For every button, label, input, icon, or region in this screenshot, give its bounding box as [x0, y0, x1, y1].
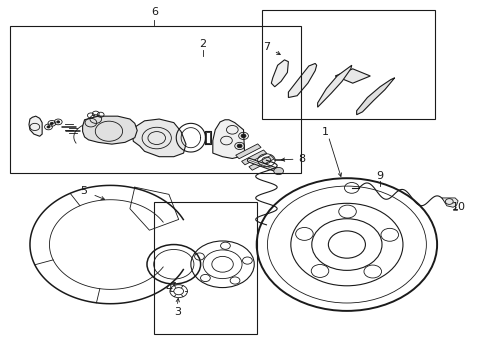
Polygon shape: [29, 116, 42, 136]
Polygon shape: [212, 120, 244, 158]
Polygon shape: [317, 65, 351, 107]
Text: 3: 3: [173, 307, 181, 317]
Bar: [261, 10, 434, 119]
Polygon shape: [241, 150, 266, 165]
Polygon shape: [235, 144, 261, 159]
Text: 2: 2: [199, 40, 206, 49]
Bar: [154, 202, 256, 334]
Polygon shape: [288, 63, 316, 98]
Bar: [10, 26, 300, 173]
Polygon shape: [248, 156, 274, 170]
Text: 10: 10: [451, 202, 465, 212]
Circle shape: [47, 126, 50, 128]
Circle shape: [241, 134, 245, 138]
Circle shape: [237, 144, 242, 148]
Text: 6: 6: [150, 7, 158, 17]
Circle shape: [50, 122, 53, 125]
Polygon shape: [334, 69, 369, 83]
Circle shape: [57, 121, 60, 123]
Text: 4: 4: [165, 283, 172, 293]
Polygon shape: [82, 116, 137, 144]
Text: 8: 8: [298, 154, 305, 164]
Polygon shape: [356, 78, 394, 115]
Polygon shape: [441, 198, 457, 207]
Text: 5: 5: [80, 186, 87, 197]
Polygon shape: [132, 119, 185, 157]
Polygon shape: [271, 60, 288, 87]
Text: 1: 1: [321, 127, 328, 136]
Text: 9: 9: [376, 171, 383, 181]
Circle shape: [273, 167, 283, 175]
Text: 7: 7: [263, 42, 269, 52]
